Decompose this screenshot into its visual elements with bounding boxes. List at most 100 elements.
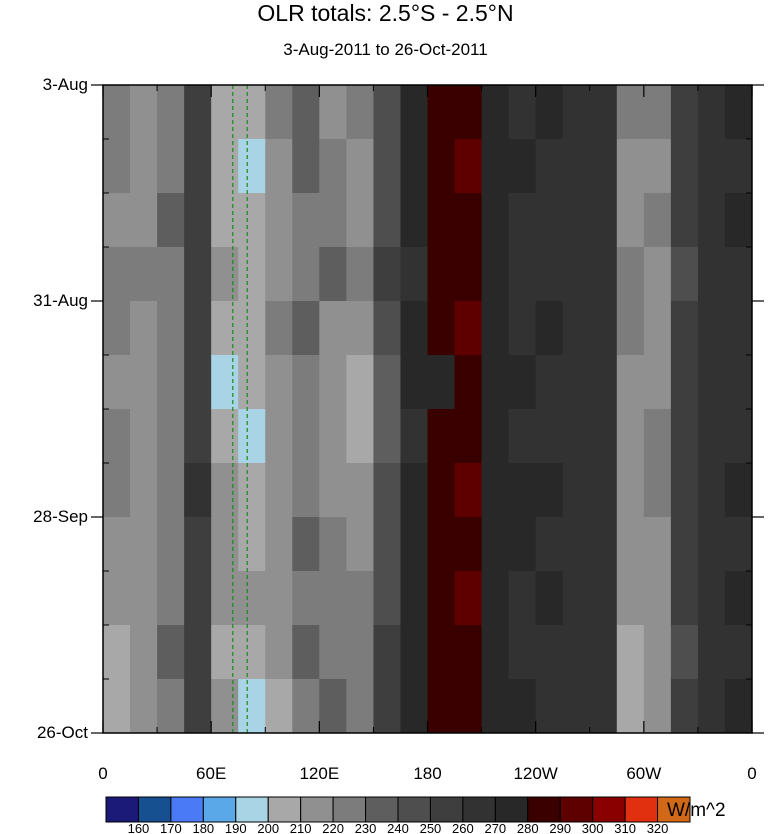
heatmap-cell (157, 679, 185, 734)
x-tick-label: 60E (196, 764, 227, 783)
heatmap-cell (427, 247, 456, 302)
heatmap-cell (238, 625, 266, 680)
x-tick-label: 120W (513, 764, 558, 783)
heatmap-cell (589, 193, 618, 248)
heatmap-cell (589, 247, 618, 302)
heatmap-cell (346, 625, 374, 680)
heatmap-cell (724, 571, 753, 626)
heatmap-cell (103, 463, 131, 518)
heatmap-cell (292, 571, 320, 626)
heatmap-cell (373, 355, 401, 410)
heatmap-cell (103, 679, 131, 734)
heatmap-cell (616, 247, 645, 302)
colorbar-box (527, 796, 561, 823)
heatmap-cell (157, 85, 185, 140)
heatmap-cell (400, 139, 428, 194)
colorbar-label: 290 (549, 821, 572, 834)
heatmap-cell (184, 571, 212, 626)
heatmap-cell (616, 517, 645, 572)
heatmap-cell (130, 463, 158, 518)
heatmap-cell (535, 355, 564, 410)
heatmap-cell (454, 571, 483, 626)
heatmap-cell (346, 139, 374, 194)
heatmap-cell (211, 85, 239, 140)
heatmap-cell (238, 679, 266, 734)
heatmap-cell (454, 409, 483, 464)
heatmap-cell (616, 679, 645, 734)
heatmap-cell (319, 517, 347, 572)
heatmap-cell (346, 517, 374, 572)
heatmap-cell (211, 193, 239, 248)
heatmap-cell (373, 409, 401, 464)
heatmap-cell (643, 301, 672, 356)
heatmap-cell (400, 625, 428, 680)
heatmap-cell (184, 247, 212, 302)
heatmap-cell (130, 517, 158, 572)
heatmap-cell (427, 463, 456, 518)
heatmap-cell (616, 571, 645, 626)
x-tick-label: 60W (626, 764, 662, 783)
heatmap-cell (535, 679, 564, 734)
heatmap-cell (346, 409, 374, 464)
heatmap-cell (670, 625, 699, 680)
heatmap-cell (508, 85, 537, 140)
colorbar-label: 230 (354, 821, 377, 834)
heatmap-cell (292, 355, 320, 410)
heatmap-cell (265, 679, 293, 734)
heatmap-cell (562, 571, 591, 626)
colorbar-label: 310 (614, 821, 636, 834)
heatmap-cell (319, 247, 347, 302)
heatmap-cell (643, 571, 672, 626)
heatmap-cell (292, 85, 320, 140)
heatmap-cell (211, 679, 239, 734)
heatmap-cell (184, 301, 212, 356)
colorbar-label: 320 (646, 821, 669, 834)
heatmap-cell (211, 139, 239, 194)
heatmap-cell (238, 247, 266, 302)
heatmap-cell (292, 139, 320, 194)
heatmap-cell (670, 139, 699, 194)
heatmap-cell (670, 193, 699, 248)
heatmap-cell (400, 193, 428, 248)
heatmap-cell (697, 355, 726, 410)
heatmap-cell (373, 193, 401, 248)
heatmap-cell (265, 463, 293, 518)
heatmap-cell (562, 463, 591, 518)
heatmap-cell (130, 571, 158, 626)
heatmap-cell (319, 571, 347, 626)
heatmap-cell (535, 463, 564, 518)
heatmap-cell (373, 517, 401, 572)
chart-subtitle: 3-Aug-2011 to 26-Oct-2011 (283, 40, 488, 59)
colorbar-box (300, 796, 334, 823)
colorbar-box (267, 796, 302, 823)
y-tick-label: 31-Aug (33, 291, 88, 310)
heatmap-cell (697, 301, 726, 356)
heatmap-cell (427, 301, 456, 356)
heatmap-cell (508, 571, 537, 626)
heatmap-cell (103, 139, 131, 194)
heatmap-cell (157, 355, 185, 410)
heatmap-cell (400, 463, 428, 518)
heatmap-cell (373, 247, 401, 302)
heatmap-cell (481, 463, 510, 518)
heatmap-cell (535, 139, 564, 194)
heatmap-cell (184, 139, 212, 194)
heatmap-cell (238, 409, 266, 464)
heatmap-cell (643, 355, 672, 410)
heatmap-cell (481, 517, 510, 572)
heatmap-cell (346, 193, 374, 248)
heatmap-cell (643, 193, 672, 248)
colorbar-units: W/m^2 (667, 800, 726, 821)
colorbar-label: 260 (452, 821, 474, 834)
colorbar-box (332, 796, 367, 823)
heatmap-cell (670, 409, 699, 464)
heatmap-cell (670, 355, 699, 410)
heatmap-cell (454, 625, 483, 680)
heatmap-cell (454, 679, 483, 734)
heatmap-cell (589, 625, 618, 680)
heatmap-cell (616, 625, 645, 680)
heatmap-cell (643, 517, 672, 572)
heatmap-cell (103, 517, 131, 572)
heatmap-cell (670, 679, 699, 734)
